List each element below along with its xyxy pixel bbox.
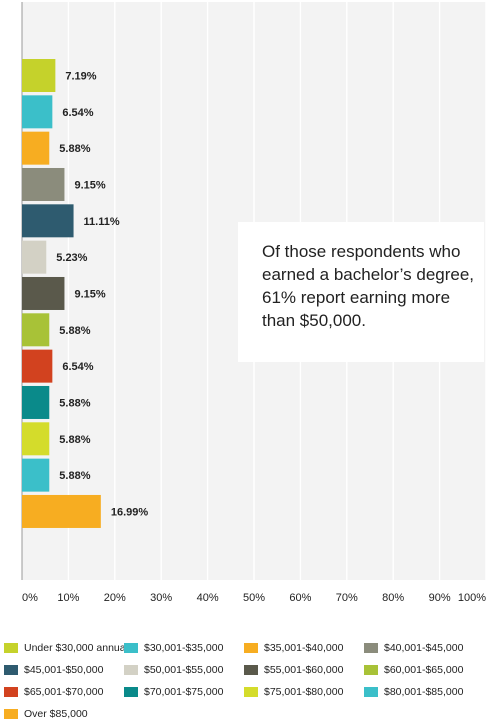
bar (22, 276, 65, 310)
legend-item: $45,001-$50,000 (4, 664, 103, 676)
legend-swatch (244, 687, 258, 697)
legend-item: $80,001-$85,000 (364, 686, 463, 698)
x-tick-label: 60% (289, 592, 311, 604)
x-tick-label: 90% (429, 592, 451, 604)
legend-item: $30,001-$35,000 (124, 642, 223, 654)
legend-swatch (4, 709, 18, 719)
bar (22, 385, 50, 419)
bar (22, 313, 50, 347)
legend-label: $35,001-$40,000 (264, 642, 344, 654)
value-label: 6.54% (62, 107, 93, 119)
value-label: 5.88% (59, 143, 90, 155)
legend-item: $35,001-$40,000 (244, 642, 343, 654)
bar (22, 204, 74, 238)
x-tick-label: 80% (382, 592, 404, 604)
legend-label: Over $85,000 (24, 708, 88, 720)
legend-swatch (124, 665, 138, 675)
value-label: 5.88% (59, 434, 90, 446)
legend-label: $45,001-$50,000 (24, 664, 104, 676)
legend-item: $65,001-$70,000 (4, 686, 103, 698)
legend-item: $50,001-$55,000 (124, 664, 223, 676)
x-tick-label: 30% (150, 592, 172, 604)
legend-item: $70,001-$75,000 (124, 686, 223, 698)
bar (22, 458, 50, 492)
bar (22, 422, 50, 456)
value-label: 6.54% (62, 361, 93, 373)
x-tick-label: 40% (197, 592, 219, 604)
bar (22, 131, 50, 165)
legend: Under $30,000 annually $30,001-$35,000 $35… (0, 636, 488, 728)
x-tick-label: 70% (336, 592, 358, 604)
legend-label: $75,001-$80,000 (264, 686, 344, 698)
legend-label: $70,001-$75,000 (144, 686, 224, 698)
x-tick-label: 10% (57, 592, 79, 604)
legend-swatch (4, 643, 18, 653)
legend-swatch (364, 643, 378, 653)
annotation-line: Of those respondents who (262, 242, 461, 261)
legend-swatch (364, 687, 378, 697)
legend-label: $55,001-$60,000 (264, 664, 344, 676)
legend-swatch (244, 643, 258, 653)
value-label: 5.88% (59, 325, 90, 337)
legend-label: Under $30,000 annually (24, 642, 136, 654)
legend-label: $60,001-$65,000 (384, 664, 464, 676)
bar (22, 494, 101, 528)
bar (22, 59, 56, 92)
legend-item: $60,001-$65,000 (364, 664, 463, 676)
legend-item: Under $30,000 annually (4, 642, 136, 654)
value-labels: 7.19% 6.54% 5.88% 9.15% 11.11% 5.23% 9.15% 5.88… (56, 71, 148, 519)
value-label: 9.15% (74, 288, 105, 300)
x-tick-label: 100% (458, 592, 486, 604)
value-label: 5.23% (56, 252, 87, 264)
legend-swatch (124, 687, 138, 697)
legend-item: $75,001-$80,000 (244, 686, 343, 698)
value-label: 5.88% (59, 470, 90, 482)
x-tick-label: 0% (22, 592, 38, 604)
legend-swatch (124, 643, 138, 653)
legend-swatch (244, 665, 258, 675)
legend-label: $80,001-$85,000 (384, 686, 464, 698)
legend-item: Over $85,000 (4, 708, 88, 720)
legend-item: $40,001-$45,000 (364, 642, 463, 654)
bar (22, 240, 47, 274)
legend-label: $65,001-$70,000 (24, 686, 104, 698)
legend-label: $40,001-$45,000 (384, 642, 464, 654)
annotation-line: earned a bachelor’s degree, (262, 265, 475, 284)
value-label: 5.88% (59, 397, 90, 409)
legend-swatch (4, 687, 18, 697)
bar (22, 95, 53, 129)
value-label: 16.99% (111, 506, 149, 518)
legend-item: $55,001-$60,000 (244, 664, 343, 676)
x-tick-labels: 0% 10% 20% 30% 40% 50% 60% 70% 80% 90% 100% (22, 592, 486, 604)
bar (22, 167, 65, 201)
legend-swatch (4, 665, 18, 675)
annotation-line: than $50,000. (262, 311, 366, 330)
x-tick-label: 50% (243, 592, 265, 604)
legend-label: $30,001-$35,000 (144, 642, 224, 654)
value-label: 11.11% (84, 216, 120, 228)
bars (22, 59, 101, 528)
annotation-line: 61% report earning more (262, 288, 451, 307)
legend-label: $50,001-$55,000 (144, 664, 224, 676)
legend-swatch (364, 665, 378, 675)
x-tick-label: 20% (104, 592, 126, 604)
value-label: 7.19% (65, 71, 96, 83)
bar (22, 349, 53, 383)
annotation-box: Of those respondents who earned a bachel… (238, 222, 484, 362)
value-label: 9.15% (74, 179, 105, 191)
